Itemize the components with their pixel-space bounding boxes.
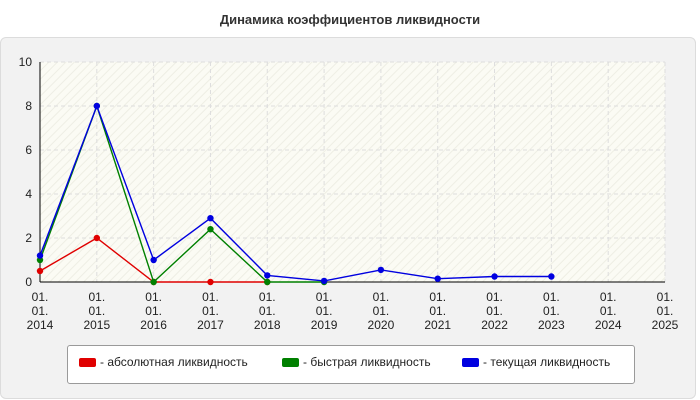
plot-area — [40, 62, 665, 282]
chart-title: Динамика коэффициентов ликвидности — [219, 12, 481, 27]
x-tick-label: 01. 01. 2018 — [254, 290, 281, 332]
legend-swatch-current — [462, 358, 479, 368]
legend-label-current: - текущая ликвидность — [483, 355, 611, 369]
legend-swatch-absolute — [79, 358, 96, 368]
x-tick-label: 01. 01. 2025 — [652, 290, 679, 332]
x-tick-label: 01. 01. 2023 — [538, 290, 565, 332]
data-point-1[interactable] — [207, 226, 214, 233]
data-point-2[interactable] — [207, 215, 214, 222]
data-point-0[interactable] — [36, 267, 44, 275]
y-tick-label: 10 — [19, 55, 33, 69]
x-tick-label: 01. 01. 2017 — [197, 290, 224, 332]
data-point-1[interactable] — [150, 278, 157, 286]
legend-label-quick: - быстрая ликвидность — [303, 355, 431, 369]
y-tick-label: 0 — [25, 275, 32, 289]
legend-item-quick[interactable]: - быстрая ликвидность — [282, 355, 431, 369]
series-lines — [36, 102, 555, 286]
x-tick-label: 01. 01. 2024 — [595, 290, 622, 332]
x-tick-label: 01. 01. 2022 — [481, 290, 508, 332]
axes — [39, 62, 665, 283]
data-point-2[interactable] — [150, 256, 157, 264]
data-point-2[interactable] — [264, 272, 271, 279]
x-tick-label: 01. 01. 2019 — [311, 290, 338, 332]
data-point-1[interactable] — [264, 278, 271, 286]
legend-item-absolute[interactable]: - абсолютная ликвидность — [79, 355, 248, 369]
y-tick-label: 2 — [25, 231, 32, 245]
data-point-2[interactable] — [93, 102, 101, 110]
x-tick-label: 01. 01. 2014 — [27, 290, 54, 332]
legend-item-current[interactable]: - текущая ликвидность — [462, 355, 610, 369]
legend-swatch-quick — [282, 358, 299, 368]
legend-label-absolute: - абсолютная ликвидность — [100, 355, 248, 369]
tick-labels: 0 2 4 6 8 10 01. 01. 2014 01. 01. 2015 01. 01. 2016 01.… — [19, 55, 679, 332]
data-point-2[interactable] — [377, 266, 385, 274]
series-line-2 — [39, 104, 552, 282]
grid-lines — [40, 61, 666, 282]
x-tick-label: 01. 01. 2020 — [368, 290, 395, 332]
data-point-0[interactable] — [93, 234, 101, 242]
x-tick-label: 01. 01. 2021 — [424, 290, 451, 332]
data-point-2[interactable] — [491, 273, 498, 280]
data-point-0[interactable] — [207, 278, 214, 286]
data-point-2[interactable] — [548, 273, 555, 280]
y-tick-label: 6 — [25, 143, 32, 157]
data-point-1[interactable] — [36, 256, 44, 264]
legend: - абсолютная ликвидность - быстрая ликви… — [67, 345, 635, 384]
data-point-2[interactable] — [320, 277, 328, 285]
data-point-2[interactable] — [434, 275, 441, 282]
x-tick-label: 01. 01. 2015 — [83, 290, 110, 332]
data-point-2[interactable] — [36, 252, 44, 259]
x-tick-label: 01. 01. 2016 — [140, 290, 167, 332]
y-tick-label: 8 — [25, 99, 32, 113]
y-tick-label: 4 — [25, 187, 32, 201]
